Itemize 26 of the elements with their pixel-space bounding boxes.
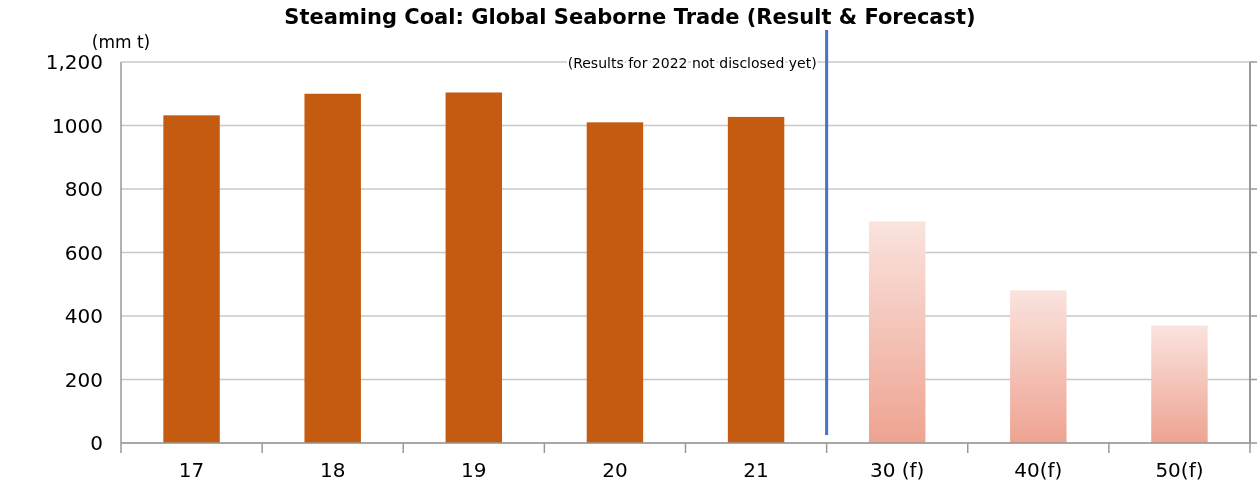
bar [445,92,503,443]
x-tick-label: 21 [743,458,769,482]
y-tick-label: 600 [64,240,103,265]
x-tick-label: 20 [602,458,628,482]
x-tick-label: 50(f) [1155,458,1204,482]
y-tick-label: 1,200 [45,50,103,74]
chart-title: Steaming Coal: Global Seaborne Trade (Result & Forecast) [284,5,976,29]
annotation: (Results for 2022 not disclosed yet) [567,55,817,71]
y-tick-label: 800 [64,177,103,201]
y-tick-label: 1000 [52,113,103,138]
y-tick-label: 200 [64,367,103,392]
bar [163,115,220,443]
bar [727,116,785,443]
bar [868,221,926,443]
y-tick-label: 0 [90,431,103,455]
x-tick-label: 18 [319,458,346,482]
y-tick-label: 400 [64,304,103,328]
x-tick-label: 30 (f) [869,458,925,482]
bar [1010,290,1067,443]
bar [1151,325,1208,443]
x-tick-label: 19 [461,458,487,482]
bar [586,122,644,443]
x-tick-label: 17 [178,458,205,482]
bar [304,93,361,443]
x-tick-label: 40(f) [1014,458,1063,482]
y-axis-title: (mm t) [91,32,151,52]
